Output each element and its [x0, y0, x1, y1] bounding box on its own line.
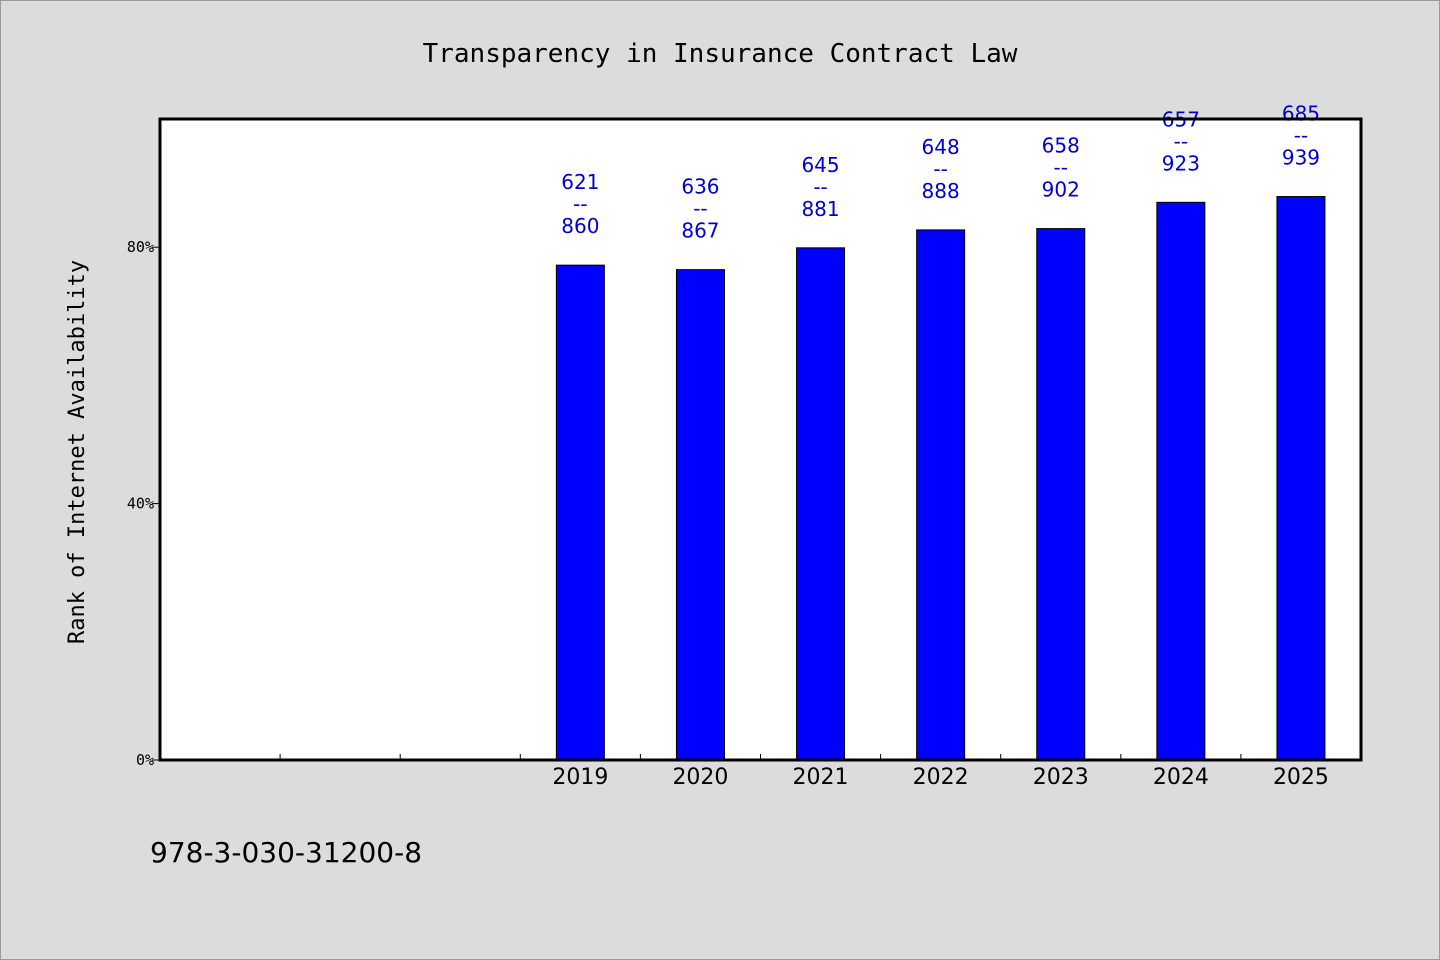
data-label-top: 636: [681, 175, 719, 199]
data-label-separator: --: [933, 157, 947, 181]
data-label-separator: --: [1294, 124, 1308, 148]
footnote: 978-3-030-31200-8: [150, 836, 422, 869]
y-tick-label: 80%: [127, 238, 154, 256]
data-label-separator: --: [1174, 129, 1188, 153]
data-label-separator: --: [1054, 156, 1068, 180]
bar: [1036, 228, 1086, 761]
bar: [675, 269, 725, 761]
bar: [555, 264, 605, 761]
data-label-bottom: 902: [1042, 178, 1080, 202]
data-label-bottom: 939: [1282, 146, 1320, 170]
data-label-separator: --: [693, 197, 707, 221]
data-label-separator: --: [573, 192, 587, 216]
x-tick-label: 2024: [1153, 765, 1209, 790]
x-tick-label: 2021: [793, 765, 849, 790]
y-tick-label: 40%: [127, 495, 154, 513]
data-label-top: 685: [1282, 102, 1320, 126]
data-label-top: 658: [1042, 134, 1080, 158]
x-tick-label: 2025: [1273, 765, 1329, 790]
data-label-bottom: 860: [561, 214, 599, 238]
x-tick-label: 2020: [672, 765, 728, 790]
data-label-top: 648: [922, 135, 960, 159]
data-label-separator: --: [813, 175, 827, 199]
x-tick-label: 2022: [913, 765, 969, 790]
y-tick-label: 0%: [136, 751, 154, 769]
data-label-bottom: 881: [801, 197, 839, 221]
bar: [796, 247, 846, 761]
bar: [1276, 196, 1326, 761]
bar: [916, 229, 966, 761]
x-tick-label: 2019: [552, 765, 608, 790]
bar: [1156, 201, 1206, 761]
y-axis-label: Rank of Internet Availability: [65, 260, 90, 644]
data-label-top: 621: [561, 170, 599, 194]
data-label-bottom: 923: [1162, 151, 1200, 175]
x-tick-label: 2023: [1033, 765, 1089, 790]
data-label-bottom: 867: [681, 219, 719, 243]
data-label-top: 645: [801, 153, 839, 177]
plot-border: [158, 117, 1363, 762]
chart-title: Transparency in Insurance Contract Law: [423, 39, 1018, 69]
data-label-bottom: 888: [922, 179, 960, 203]
